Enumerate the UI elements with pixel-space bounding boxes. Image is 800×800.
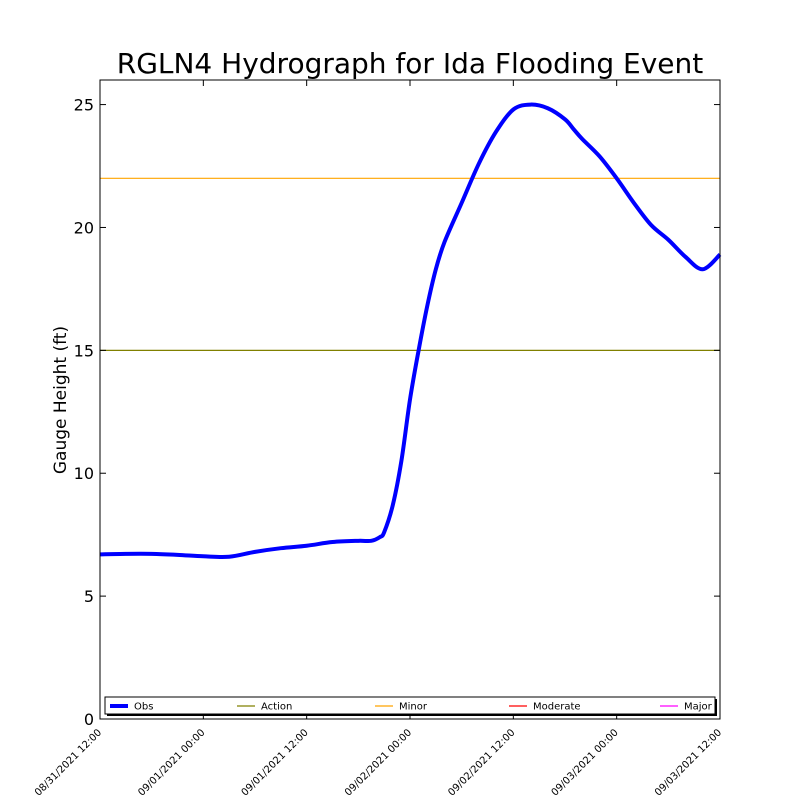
- y-tick-label: 20: [74, 218, 94, 237]
- x-tick-label: 09/01/2021 12:00: [240, 727, 311, 798]
- y-tick-label: 15: [74, 341, 94, 360]
- legend-label-minor: Minor: [399, 702, 428, 713]
- legend-label-major: Major: [684, 702, 713, 713]
- y-tick-label: 0: [84, 710, 94, 729]
- x-tick-label: 09/01/2021 00:00: [136, 727, 207, 798]
- y-axis-ticks: 0 5 10 15 20 25: [74, 96, 720, 729]
- series-group: [99, 102, 722, 560]
- legend-box: [104, 696, 716, 715]
- x-tick-label: 09/02/2021 12:00: [446, 727, 517, 798]
- legend-label-moderate: Moderate: [533, 702, 581, 713]
- x-tick-label: 08/31/2021 12:00: [33, 727, 104, 798]
- y-tick-label: 5: [84, 587, 94, 606]
- legend-label-action: Action: [261, 702, 292, 713]
- x-tick-label: 09/03/2021 12:00: [653, 727, 724, 798]
- series-line-obs: [99, 102, 722, 560]
- y-axis-label: Gauge Height (ft): [51, 326, 71, 474]
- x-tick-label: 09/03/2021 00:00: [550, 727, 621, 798]
- x-tick-label: 09/02/2021 00:00: [343, 727, 414, 798]
- y-tick-label: 25: [74, 96, 94, 115]
- plot-border: [99, 79, 721, 720]
- legend-label-obs: Obs: [134, 702, 153, 713]
- chart-title: RGLN4 Hydrograph for Ida Flooding Event: [117, 47, 704, 80]
- y-tick-label: 10: [74, 464, 94, 483]
- legend: Obs Action Minor Moderate Major: [104, 696, 717, 716]
